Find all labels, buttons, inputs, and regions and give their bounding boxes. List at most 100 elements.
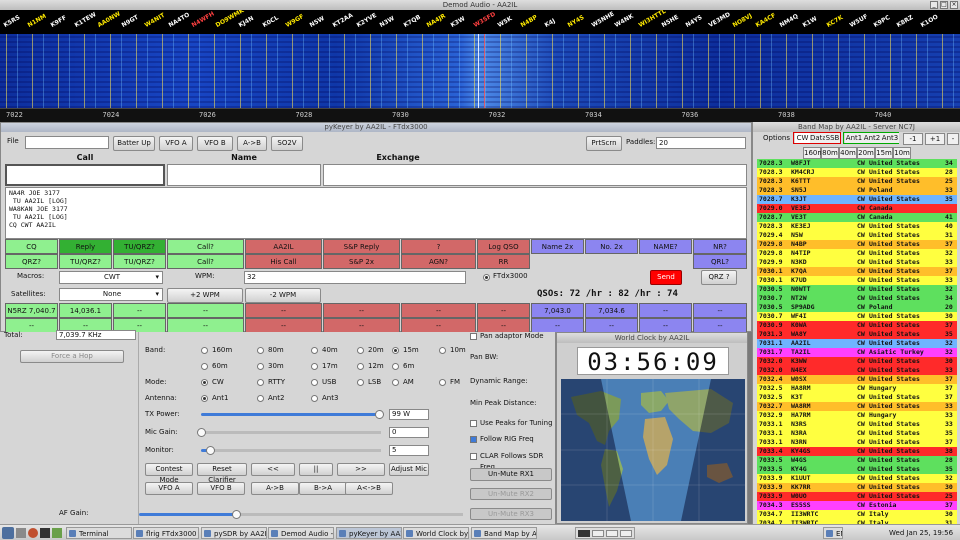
memory-cell--[interactable]: --	[113, 303, 166, 318]
spot-row[interactable]: 7031.7 TA2IL CW Asiatic Turkey 32	[757, 348, 957, 357]
waterfall-callsign[interactable]: N5W	[308, 15, 326, 29]
waterfall-callsign[interactable]: KJ4N	[237, 14, 255, 29]
waterfall-callsign[interactable]: KC7K	[825, 14, 844, 29]
monitor-value[interactable]: 5	[389, 445, 429, 456]
band-filter-15m[interactable]: 15m	[875, 147, 893, 159]
system-clock[interactable]: Wed Jan 25, 19:56	[889, 529, 954, 537]
waterfall-callsign[interactable]: NA4TO	[167, 11, 191, 29]
macro-button-no-2x[interactable]: No. 2x	[585, 239, 638, 254]
antenna-radio-ant2[interactable]	[257, 395, 264, 402]
spot-row[interactable]: 7030.5 SP9ADG CW Poland 20	[757, 303, 957, 312]
toolbar-button-so2v[interactable]: SO2V	[271, 136, 303, 151]
waterfall-spectrum[interactable]	[0, 34, 960, 108]
ftdx3000-radio[interactable]	[483, 274, 490, 281]
spot-row[interactable]: 7031.1 AA2IL CW United States 32	[757, 339, 957, 348]
sdr-button-contest-mode[interactable]: Contest Mode	[145, 463, 193, 484]
waterfall-callsign[interactable]: K0CL	[261, 14, 280, 29]
waterfall-callsign[interactable]: VE3MD	[707, 11, 732, 29]
spot-row[interactable]: 7033.4 KY4GS CW United States 38	[757, 447, 957, 456]
spot-row[interactable]: 7028.7 VE3T CW Canada 41	[757, 213, 957, 222]
band-filter-40m[interactable]: 40m	[839, 147, 857, 159]
memory-cell--[interactable]: --	[245, 318, 322, 333]
macro-button-agn-[interactable]: AGN?	[401, 254, 476, 269]
taskbar-item[interactable]: flrig FTdx3000	[133, 527, 199, 539]
unmute-rx1-button[interactable]: Un-Mute RX1	[470, 468, 552, 481]
tx-power-slider[interactable]	[201, 410, 384, 419]
memory-cell--[interactable]: --	[639, 318, 692, 333]
waterfall-callsign[interactable]: K1W	[801, 15, 819, 29]
mode-radio-lsb[interactable]	[357, 379, 364, 386]
spot-row[interactable]: 7032.0 N4EX CW United States 33	[757, 366, 957, 375]
taskbar-item[interactable]: pyKeyer by AA2...	[336, 527, 402, 539]
macro-button-call-[interactable]: Call?	[167, 254, 244, 269]
vfo-button-vfo-a[interactable]: VFO A	[145, 482, 193, 495]
sdr-button--[interactable]: >>	[337, 463, 385, 476]
vfo-button-a-b[interactable]: A<->B	[345, 482, 393, 495]
macro-button-aa2il[interactable]: AA2IL	[245, 239, 322, 254]
spot-row[interactable]: 7033.9 KK7RR CW United States 30	[757, 483, 957, 492]
waterfall-callsign[interactable]: K7QB	[402, 13, 422, 29]
waterfall-callsign[interactable]: AA0NW	[96, 10, 122, 29]
waterfall-callsign[interactable]: K3W	[449, 15, 466, 29]
spot-row[interactable]: 7030.5 N0WTT CW United States 32	[757, 285, 957, 294]
spot-row[interactable]: 7032.5 HA8RM CW Hungary 37	[757, 384, 957, 393]
band-radio-160m[interactable]	[201, 347, 208, 354]
antenna-filter-ant3[interactable]: Ant3	[881, 133, 899, 143]
band-radio-80m[interactable]	[257, 347, 264, 354]
mode-radio-rtty[interactable]	[257, 379, 264, 386]
macro-button-nr-[interactable]: NR?	[693, 239, 747, 254]
send-button[interactable]: Send	[650, 270, 682, 285]
band-radio-10m[interactable]	[439, 347, 446, 354]
spot-row[interactable]: 7032.0 K3WW CW United States 30	[757, 357, 957, 366]
waterfall-callsign[interactable]: W4NIT	[143, 11, 167, 29]
waterfall-callsign[interactable]: KA4CF	[754, 11, 778, 29]
spot-row[interactable]: 7033.9 K1UUT CW United States 32	[757, 474, 957, 483]
unmute-rx2-button[interactable]: Un-Mute RX2	[470, 488, 552, 500]
waterfall-callsign[interactable]: N1NM	[26, 12, 47, 29]
vfo-button-a-b[interactable]: A->B	[251, 482, 299, 495]
spot-row[interactable]: 7033.1 N3RS CW United States 33	[757, 420, 957, 429]
memory-cell--[interactable]: --	[585, 318, 638, 333]
terminal-icon[interactable]	[40, 528, 50, 538]
toolbar-button-batter-up[interactable]: Batter Up	[113, 136, 155, 151]
mode-radio-usb[interactable]	[311, 379, 318, 386]
memory-cell--[interactable]: --	[693, 318, 747, 333]
spot-row[interactable]: 7032.5 K3T CW United States 37	[757, 393, 957, 402]
waterfall-callsign[interactable]: W4NK	[613, 12, 635, 29]
mode-radio-am[interactable]	[392, 379, 399, 386]
sent-text-area[interactable]: NA4R JOE 3177 TU AA2IL [LOG] WA8KAN JOE 3…	[5, 187, 747, 239]
waterfall-callsign[interactable]: W5K	[496, 15, 513, 29]
spot-row[interactable]: 7031.3 WA8Y CW United States 35	[757, 330, 957, 339]
taskbar-item[interactable]: Terminal	[66, 527, 132, 539]
mode-filter-ssb[interactable]: SSB	[825, 133, 840, 143]
memory-cell--[interactable]: --	[401, 303, 476, 318]
spot-row[interactable]: 7030.1 K7UD CW United States 33	[757, 276, 957, 285]
antenna-radio-ant1[interactable]	[201, 395, 208, 402]
waterfall-callsign[interactable]: KT2AA	[331, 11, 355, 29]
waterfall-callsign[interactable]: K5RS	[2, 14, 22, 29]
spot-row[interactable]: 7033.5 KY4G CW United States 35	[757, 465, 957, 474]
file-menu[interactable]: File	[7, 137, 19, 145]
waterfall-callsign[interactable]: N9GT	[120, 13, 140, 29]
spot-row[interactable]: 7033.1 N3RN CW United States 37	[757, 438, 957, 447]
macro-button-name-[interactable]: NAME?	[639, 239, 692, 254]
waterfall-callsign[interactable]: NA4JR	[425, 12, 447, 29]
macro-button-qrl-[interactable]: QRL?	[693, 254, 747, 269]
spot-row[interactable]: 7033.1 N3RA CW United States 35	[757, 429, 957, 438]
memory-cell--[interactable]: --	[477, 303, 530, 318]
file-field[interactable]	[25, 136, 109, 149]
macro-button-reply[interactable]: Reply	[59, 239, 112, 254]
mode-filter-data[interactable]: Data	[810, 133, 827, 143]
macro-button-his-call[interactable]: His Call	[245, 254, 322, 269]
band-radio-17m[interactable]	[311, 363, 318, 370]
start-menu-icon[interactable]	[2, 527, 14, 539]
waterfall-callsign[interactable]: W9GF	[284, 13, 306, 29]
monitor-slider[interactable]	[201, 446, 381, 455]
memory-cell-7-043-0[interactable]: 7,043.0	[531, 303, 584, 318]
sdr-button-adjust-mic[interactable]: Adjust Mic	[389, 463, 429, 476]
memory-cell--[interactable]: --	[693, 303, 747, 318]
spot-row[interactable]: 7030.7 WF4I CW United States 30	[757, 312, 957, 321]
sdr-button-reset-clarifier[interactable]: Reset Clarifier	[197, 463, 247, 484]
unmute-rx3-button[interactable]: Un-Mute RX3	[470, 508, 552, 520]
waterfall-callsign[interactable]: NM4Q	[778, 12, 800, 29]
